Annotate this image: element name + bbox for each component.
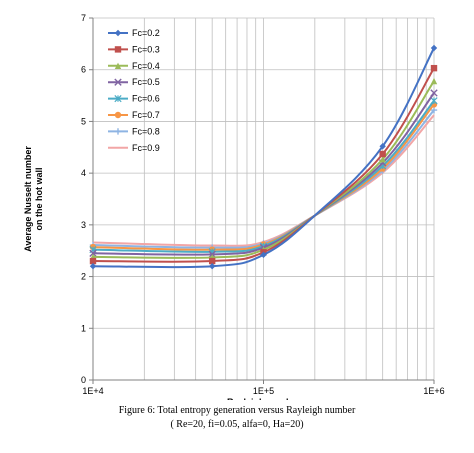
legend-label: Fc=0.7 [132, 110, 160, 120]
point-marker [430, 89, 438, 97]
x-tick-label: 1E+5 [253, 386, 274, 396]
series-line [92, 67, 435, 263]
series-line [92, 47, 435, 269]
point-marker [114, 46, 122, 53]
legend: Fc=0.2 Fc=0.3 Fc=0.4 Fc=0.5 Fc=0.6 Fc=0.7 Fc=0… [108, 28, 160, 153]
series-fc-0-2 [89, 44, 438, 270]
y-tick-label: 0 [81, 375, 86, 385]
point-marker [114, 111, 122, 119]
point-marker [379, 155, 386, 163]
legend-label: Fc=0.4 [132, 61, 160, 71]
series-group [89, 44, 438, 270]
point-marker [430, 64, 438, 72]
legend-label: Fc=0.2 [132, 28, 160, 38]
y-axis-title-line-1: Average Nusselt number [23, 146, 33, 252]
point-marker [430, 44, 438, 52]
legend-label: Fc=0.9 [132, 143, 160, 153]
chart: 0 1 2 3 4 5 6 7 1E+4 1E+5 1E+6 Rayleigh number Avera… [23, 13, 445, 400]
y-tick-label: 4 [81, 168, 86, 178]
point-marker [208, 257, 216, 265]
y-tick-label: 2 [81, 272, 86, 282]
y-tick-label: 7 [81, 13, 86, 23]
point-marker [114, 78, 122, 86]
point-marker [114, 94, 122, 103]
y-tick-label: 6 [81, 65, 86, 75]
point-marker [89, 249, 97, 257]
point-marker [379, 143, 386, 150]
point-marker [114, 128, 122, 135]
y-tick-label: 5 [81, 116, 86, 126]
point-marker [379, 150, 386, 158]
point-marker [208, 263, 216, 270]
point-marker [260, 251, 267, 259]
legend-label: Fc=0.8 [132, 126, 160, 136]
grid [92, 17, 435, 381]
point-marker [89, 263, 97, 270]
point-marker [89, 257, 97, 265]
point-marker [430, 97, 438, 105]
series-line [92, 80, 435, 259]
x-tick-label: 1E+4 [82, 386, 103, 396]
legend-label: Fc=0.5 [132, 77, 160, 87]
y-tick-label: 3 [81, 220, 86, 230]
point-marker [430, 106, 438, 114]
point-marker [430, 77, 438, 85]
figure-caption-line-2: ( Re=20, fi=0.05, alfa=0, Ha=20) [170, 419, 304, 430]
point-marker [114, 62, 122, 69]
y-tick-label: 1 [81, 323, 86, 333]
figure-caption-line-1: Figure 6: Total entropy generation versu… [118, 405, 356, 416]
y-axis-title-line-2: on the hot wall [34, 168, 44, 231]
point-marker [114, 29, 122, 37]
legend-label: Fc=0.3 [132, 44, 160, 54]
x-tick-label: 1E+6 [423, 386, 444, 396]
x-axis-title: Rayleigh number [227, 397, 301, 400]
legend-label: Fc=0.6 [132, 94, 160, 104]
